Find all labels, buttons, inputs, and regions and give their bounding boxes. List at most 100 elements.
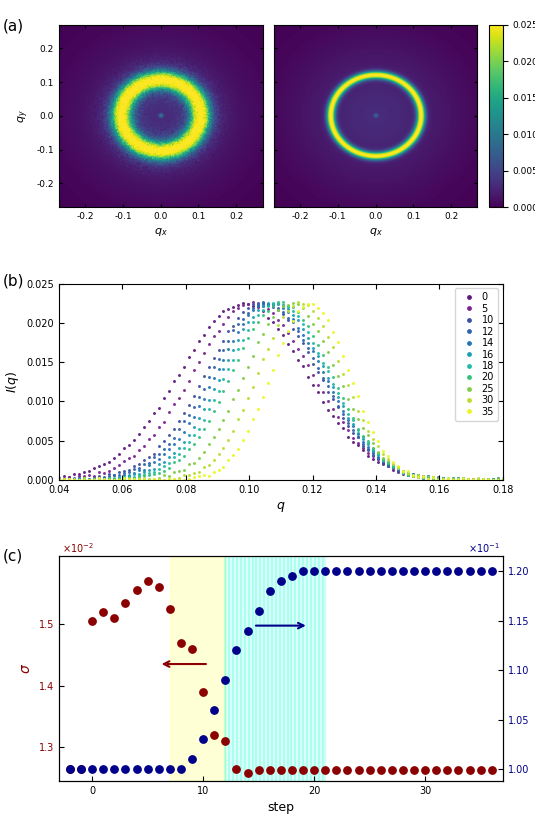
Point: [164, 385, 173, 398]
Point: [319, 359, 327, 372]
Point: [164, 443, 173, 456]
Point: [343, 565, 352, 578]
Point: [239, 323, 248, 336]
Point: [434, 473, 442, 487]
Text: (a): (a): [3, 18, 24, 33]
Point: [134, 470, 143, 483]
Point: [499, 473, 507, 487]
Point: [244, 323, 253, 336]
Point: [464, 473, 472, 487]
Point: [129, 471, 138, 484]
Point: [414, 470, 422, 483]
Point: [294, 343, 303, 356]
Point: [284, 298, 293, 312]
Point: [369, 448, 378, 461]
Point: [140, 454, 148, 467]
Point: [204, 438, 213, 451]
Point: [59, 472, 68, 485]
Point: [134, 473, 143, 487]
Point: [95, 473, 103, 486]
Point: [95, 472, 103, 485]
Point: [244, 424, 253, 437]
Point: [329, 392, 338, 405]
Point: [458, 473, 467, 487]
Point: [384, 459, 393, 473]
Point: [349, 427, 357, 440]
Point: [110, 452, 118, 465]
Point: [89, 472, 98, 485]
Point: [469, 473, 477, 487]
Point: [269, 315, 278, 328]
Point: [324, 386, 333, 399]
Point: [494, 472, 502, 485]
Point: [359, 433, 368, 446]
Point: [494, 473, 502, 487]
Point: [339, 391, 348, 404]
Point: [74, 473, 83, 487]
Point: [464, 472, 472, 485]
Point: [369, 446, 378, 459]
Point: [354, 424, 363, 437]
Text: (c): (c): [3, 548, 23, 563]
Point: [458, 473, 467, 487]
Point: [414, 470, 422, 483]
Point: [110, 469, 118, 482]
Point: [85, 468, 93, 481]
Point: [379, 455, 387, 468]
Point: [100, 473, 108, 487]
Point: [454, 473, 462, 487]
Point: [289, 312, 297, 326]
Point: [134, 461, 143, 474]
Point: [434, 473, 442, 486]
Point: [95, 472, 103, 485]
Point: [55, 473, 63, 487]
Point: [155, 763, 163, 776]
Point: [344, 413, 353, 427]
Point: [329, 358, 338, 371]
Point: [169, 423, 178, 436]
Point: [204, 320, 213, 333]
Point: [374, 434, 383, 447]
Point: [229, 353, 238, 366]
Point: [177, 636, 185, 649]
Point: [74, 469, 83, 483]
Point: [269, 307, 278, 320]
Point: [149, 473, 158, 486]
Point: [155, 448, 163, 461]
Point: [339, 407, 348, 420]
Point: [419, 471, 427, 484]
Point: [439, 472, 447, 485]
Point: [229, 304, 238, 317]
Point: [484, 473, 492, 487]
Point: [332, 764, 341, 777]
X-axis label: $q_x$: $q_x$: [154, 227, 167, 238]
Point: [224, 335, 233, 348]
Point: [194, 465, 203, 478]
Point: [304, 331, 312, 344]
Point: [100, 467, 108, 480]
Point: [279, 302, 288, 315]
Point: [304, 309, 312, 322]
Point: [409, 469, 417, 482]
Point: [279, 318, 288, 331]
Point: [66, 762, 74, 775]
Point: [125, 469, 133, 483]
Point: [289, 304, 297, 317]
Point: [319, 349, 327, 362]
Point: [434, 472, 442, 485]
Point: [143, 575, 152, 588]
Point: [354, 764, 363, 777]
Point: [144, 463, 153, 476]
Point: [279, 298, 288, 312]
Point: [294, 304, 303, 317]
Point: [304, 336, 312, 349]
Point: [159, 416, 168, 429]
Point: [379, 456, 387, 469]
Point: [469, 473, 477, 487]
Point: [210, 728, 219, 741]
Point: [314, 354, 323, 367]
Point: [184, 428, 193, 441]
Point: [429, 472, 437, 485]
Point: [59, 472, 68, 485]
Point: [424, 473, 432, 486]
